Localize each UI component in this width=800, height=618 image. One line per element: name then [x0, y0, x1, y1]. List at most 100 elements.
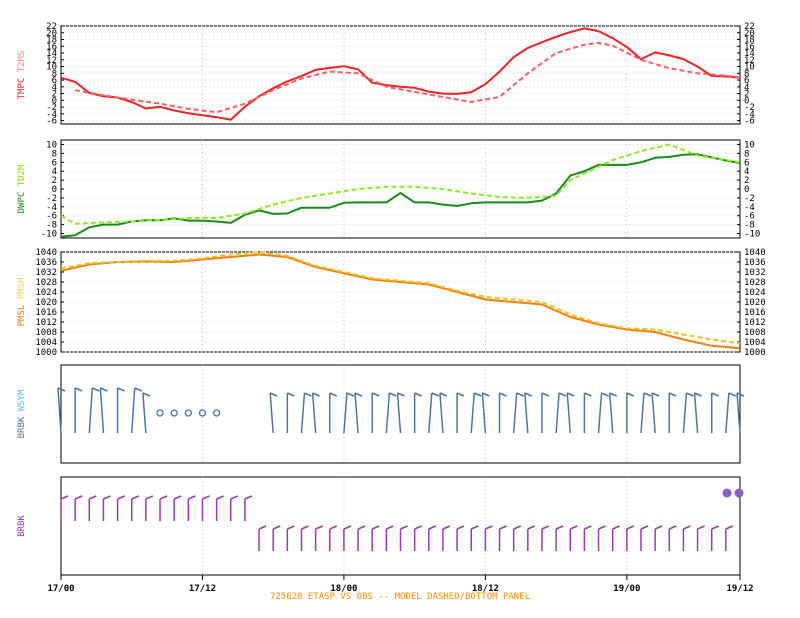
calm-wind-circle: [212, 409, 221, 417]
wind-barb: [682, 392, 688, 434]
wind-barb-feather: [269, 392, 278, 397]
wind-barb-feather: [346, 392, 355, 397]
y-tick-label-left: 1012: [35, 318, 57, 328]
wind-barb: [555, 392, 560, 434]
y-tick-label-right: 6: [744, 158, 749, 168]
series-pmsl: [60, 253, 741, 350]
y-tick-label-left: -8: [46, 221, 57, 231]
wind-barb-feather: [584, 392, 592, 397]
wind-barb: [269, 392, 274, 434]
panel-dewpoint: DWPC TD2M-10 -10-8 -8-6 -6-4 -4-2 -20 02 24 46 68…: [17, 139, 760, 240]
wind-barb: [311, 392, 317, 434]
y-tick-label-right: -4: [744, 203, 755, 213]
wind-barb-feather: [74, 495, 83, 500]
panel-label: DWPC TD2M: [17, 164, 27, 213]
y-tick-label-right: 1016: [744, 308, 766, 318]
wind-barb: [736, 392, 741, 434]
y-tick-label-left: 18: [46, 36, 57, 46]
y-tick-label-left: 12: [46, 56, 57, 66]
x-tick-label: 18/00: [330, 584, 357, 594]
y-tick-label-right: 0: [744, 96, 749, 106]
wind-barb-feather: [694, 392, 702, 397]
wind-barb-feather: [371, 392, 380, 397]
y-tick-label-left: 16: [46, 42, 57, 52]
y-tick-label-left: 1040: [35, 248, 57, 258]
wind-barb-feather: [431, 392, 440, 397]
wind-barb-feather: [566, 392, 575, 397]
wind-barb: [396, 392, 402, 434]
y-tick-label-left: -10: [41, 230, 57, 240]
calm-wind-circle: [170, 409, 178, 417]
wind-barb-feather: [142, 392, 151, 397]
panel-frame: [60, 139, 741, 239]
wind-barb: [88, 387, 94, 434]
wind-barb-feather: [456, 525, 465, 530]
wind-barb-feather: [612, 525, 620, 530]
x-tick-label: 19/00: [613, 584, 640, 594]
panel-label: TMPC T2MS: [17, 51, 27, 100]
wind-barb-feather: [725, 525, 734, 530]
wind-barb-feather: [134, 387, 143, 392]
panel-label: BRBK WSYM: [17, 389, 27, 438]
wind-barb-feather: [202, 495, 210, 500]
calm-wind-circle: [198, 409, 207, 417]
y-tick-label-right: 10: [744, 63, 755, 73]
wind-barb: [512, 392, 518, 434]
y-tick-label-right: 8: [744, 149, 749, 159]
wind-barb-feather: [470, 525, 479, 530]
wind-barb-feather: [117, 495, 125, 500]
y-tick-label-right: 20: [744, 29, 755, 39]
y-tick-label-right: 22: [744, 22, 755, 32]
wind-barb: [640, 392, 645, 434]
wind-barb-feather: [626, 525, 635, 530]
y-tick-label-left: -2: [46, 103, 57, 113]
wind-barb-feather: [668, 392, 677, 397]
y-tick-label-right: 1004: [744, 338, 766, 348]
wind-barb-feather: [315, 525, 323, 530]
y-tick-label-left: 1024: [35, 288, 57, 298]
wind-barb-feather: [357, 525, 366, 530]
chart-caption: 725620 ETASP VS OBS -- MODEL DASHED/BOTT…: [270, 592, 530, 602]
y-tick-label-left: 1036: [35, 258, 57, 268]
wind-barb-feather: [428, 525, 437, 530]
wind-barb-feather: [117, 387, 125, 392]
calm-wind-circle: [184, 409, 192, 417]
y-tick-label-left: -6: [46, 212, 57, 222]
y-tick-label-left: 22: [46, 22, 57, 32]
y-tick-label-right: 1024: [744, 288, 766, 298]
y-tick-label-left: 6: [52, 158, 57, 168]
y-tick-label-right: 0: [744, 185, 749, 195]
wind-barb-feather: [558, 392, 567, 397]
y-tick-label-left: 4: [52, 167, 57, 177]
x-tick-label: 17/00: [47, 584, 74, 594]
y-tick-label-left: 1020: [35, 298, 57, 308]
wind-barb-feather: [230, 495, 239, 500]
wind-barb-feather: [304, 392, 312, 397]
y-tick-label-left: 1016: [35, 308, 57, 318]
wind-barb-feather: [643, 392, 652, 397]
y-tick-label-left: -6: [46, 117, 57, 127]
wind-barb-feather: [711, 525, 720, 530]
panel-frame: [60, 251, 741, 353]
y-tick-label-right: 1012: [744, 318, 766, 328]
series-td2m: [60, 143, 741, 225]
panel-label-tmpc: TMPC: [17, 78, 27, 100]
y-tick-label-left: 20: [46, 29, 57, 39]
y-tick-label-right: 1040: [744, 248, 766, 258]
x-tick-label: 19/12: [726, 584, 753, 594]
wind-barb-feather: [668, 525, 677, 530]
y-tick-label-right: 4: [744, 83, 749, 93]
wind-barb-feather: [287, 525, 295, 530]
y-tick-label-right: 1008: [744, 328, 766, 338]
panel-wind_obs: BRBK WSYM: [17, 364, 745, 464]
wind-barb: [428, 392, 433, 434]
wind-barb-feather: [711, 392, 720, 397]
wind-barb-feather: [329, 392, 338, 397]
y-tick-label-right: -4: [744, 110, 755, 120]
y-tick-label-right: -8: [744, 221, 755, 231]
wind-barb-feather: [499, 525, 507, 530]
x-tick-label: 17/12: [189, 584, 216, 594]
panel-label-brbk: BRBK: [17, 515, 27, 537]
wind-barb-feather: [736, 392, 745, 397]
